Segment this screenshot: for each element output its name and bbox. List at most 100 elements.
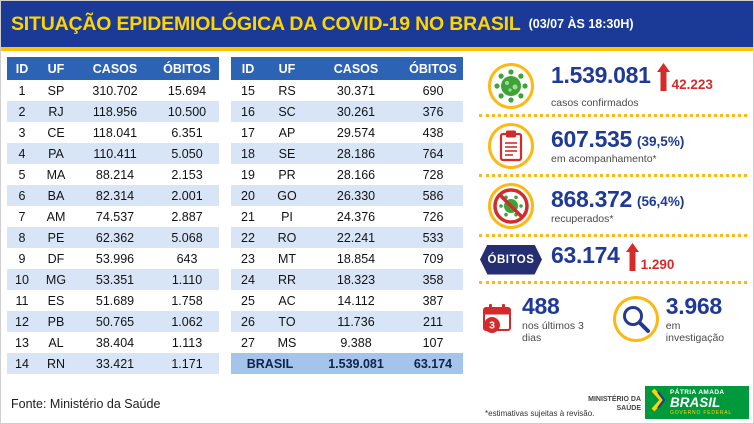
table-cell: RJ [48,104,64,119]
stat-monitoring: 607.535 (39,5%) em acompanhamento* [479,117,747,177]
table-cell: 310.702 [92,83,138,98]
table-row: 10 MG 53.351 1.110 [7,269,219,290]
last3days-value: 488 [522,293,560,319]
table-cell: 4 [18,146,26,161]
stat-deaths: ÓBITOS 63.174 1.290 [479,237,747,284]
table-cell: 74.537 [95,209,135,224]
table-cell: 23 [241,251,255,266]
deaths-value: 63.174 [551,242,620,268]
col-header-uf: UF [37,57,75,80]
table-row: 24 RR 18.323 358 [231,269,463,290]
table-cell: 7 [18,209,26,224]
table-cell: 18 [241,146,255,161]
table-cell: 6.351 [171,125,203,140]
table-row: 1 SP 310.702 15.694 [7,80,219,101]
table-row: 23 MT 18.854 709 [231,248,463,269]
col-header-id: ID [231,57,265,80]
recovered-percent: (56,4%) [637,194,685,210]
total-casos: 1.539.081 [309,353,403,374]
table-cell: 11 [15,293,29,308]
table-row: 13 AL 38.404 1.113 [7,332,219,353]
table-cell: 1.758 [171,293,203,308]
stat-investigation: 3.968 em investigação [613,293,741,345]
confirmed-label: casos confirmados [551,97,639,109]
table-row: 12 PB 50.765 1.062 [7,311,219,332]
table-cell: DF [47,251,65,266]
table-cell: PB [47,314,65,329]
table-row: 26 TO 11.736 211 [231,311,463,332]
table-row: 2 RJ 118.956 10.500 [7,101,219,122]
ministry-text: MINISTÉRIO DA SAÚDE [588,395,641,412]
table-cell: PA [48,146,64,161]
magnifier-icon [613,296,659,343]
table-cell: 29.574 [336,125,376,140]
stat-recovered: 868.372 (56,4%) recuperados* [479,177,747,237]
table-cell: 2.887 [171,209,203,224]
table-row: 6 BA 82.314 2.001 [7,185,219,206]
page-title: SITUAÇÃO EPIDEMIOLÓGICA DA COVID-19 NO B… [11,12,521,35]
col-header-obitos: ÓBITOS [155,57,219,80]
table-cell: 586 [422,188,444,203]
table-cell: MS [277,335,297,350]
table-cell: 18.854 [336,251,376,266]
table-cell: 28.186 [336,146,376,161]
table-cell: 5.068 [171,230,203,245]
table-cell: 30.261 [336,104,376,119]
table-row: 16 SC 30.261 376 [231,101,463,122]
table-header-row: ID UF CASOS ÓBITOS [7,57,219,80]
calendar-icon: 3 [479,299,515,340]
stat-confirmed: 1.539.081 42.223 casos confirmados [479,57,747,117]
table-cell: 11.736 [337,314,375,329]
table-cell: 728 [422,167,444,182]
table-cell: 13 [15,335,29,350]
table-cell: 53.351 [95,272,135,287]
table-cell: AM [46,209,66,224]
table-cell: ES [47,293,65,308]
table-cell: SP [47,83,65,98]
table-cell: AL [48,335,64,350]
clipboard-icon [488,123,534,169]
table-cell: 22 [241,230,255,245]
brasil-total-row: BRASIL 1.539.081 63.174 [231,353,463,374]
table-cell: 16 [241,104,255,119]
recovered-label: recuperados* [551,213,614,226]
stat-last3days: 3 488 nos últimos 3 dias [479,293,605,345]
up-arrow-icon [656,63,670,96]
col-header-casos: CASOS [75,57,155,80]
table-cell: 2.153 [171,167,203,182]
table-row: 14 RN 33.421 1.171 [7,353,219,374]
table-cell: 18.323 [336,272,376,287]
states-rows-right: 15 RS 30.371 690 16 SC 30.261 376 17 AP 29.574 438 1… [231,80,463,353]
last3days-label: nos últimos 3 dias [522,320,584,345]
table-row: 4 PA 110.411 5.050 [7,143,219,164]
table-cell: 5.050 [171,146,203,161]
header-timestamp: (03/07 ÀS 18:30H) [528,17,634,31]
table-cell: 19 [241,167,255,182]
table-cell: MA [46,167,66,182]
virus-icon [488,63,534,109]
table-cell: 82.314 [95,188,135,203]
table-row: 7 AM 74.537 2.887 [7,206,219,227]
table-cell: 110.411 [93,146,137,161]
table-cell: 26.330 [336,188,376,203]
table-cell: 15.694 [167,83,207,98]
brand-sub-text: GOVERNO FEDERAL [670,409,733,416]
table-cell: 358 [422,272,444,287]
table-row: 27 MS 9.388 107 [231,332,463,353]
col-header-uf: UF [265,57,309,80]
table-cell: 9 [18,251,26,266]
table-row: 21 PI 24.376 726 [231,206,463,227]
table-cell: CE [47,125,65,140]
investigation-label: em investigação [665,320,725,345]
table-cell: 38.404 [95,335,135,350]
table-cell: 51.689 [95,293,135,308]
table-cell: 17 [241,125,255,140]
table-cell: 376 [422,104,444,119]
table-cell: 27 [241,335,255,350]
table-cell: 28.166 [336,167,376,182]
table-row: 17 AP 29.574 438 [231,122,463,143]
obitos-badge: ÓBITOS [480,244,542,275]
table-cell: 1.113 [171,335,203,350]
table-cell: 14.112 [337,293,375,308]
table-cell: 8 [18,230,26,245]
